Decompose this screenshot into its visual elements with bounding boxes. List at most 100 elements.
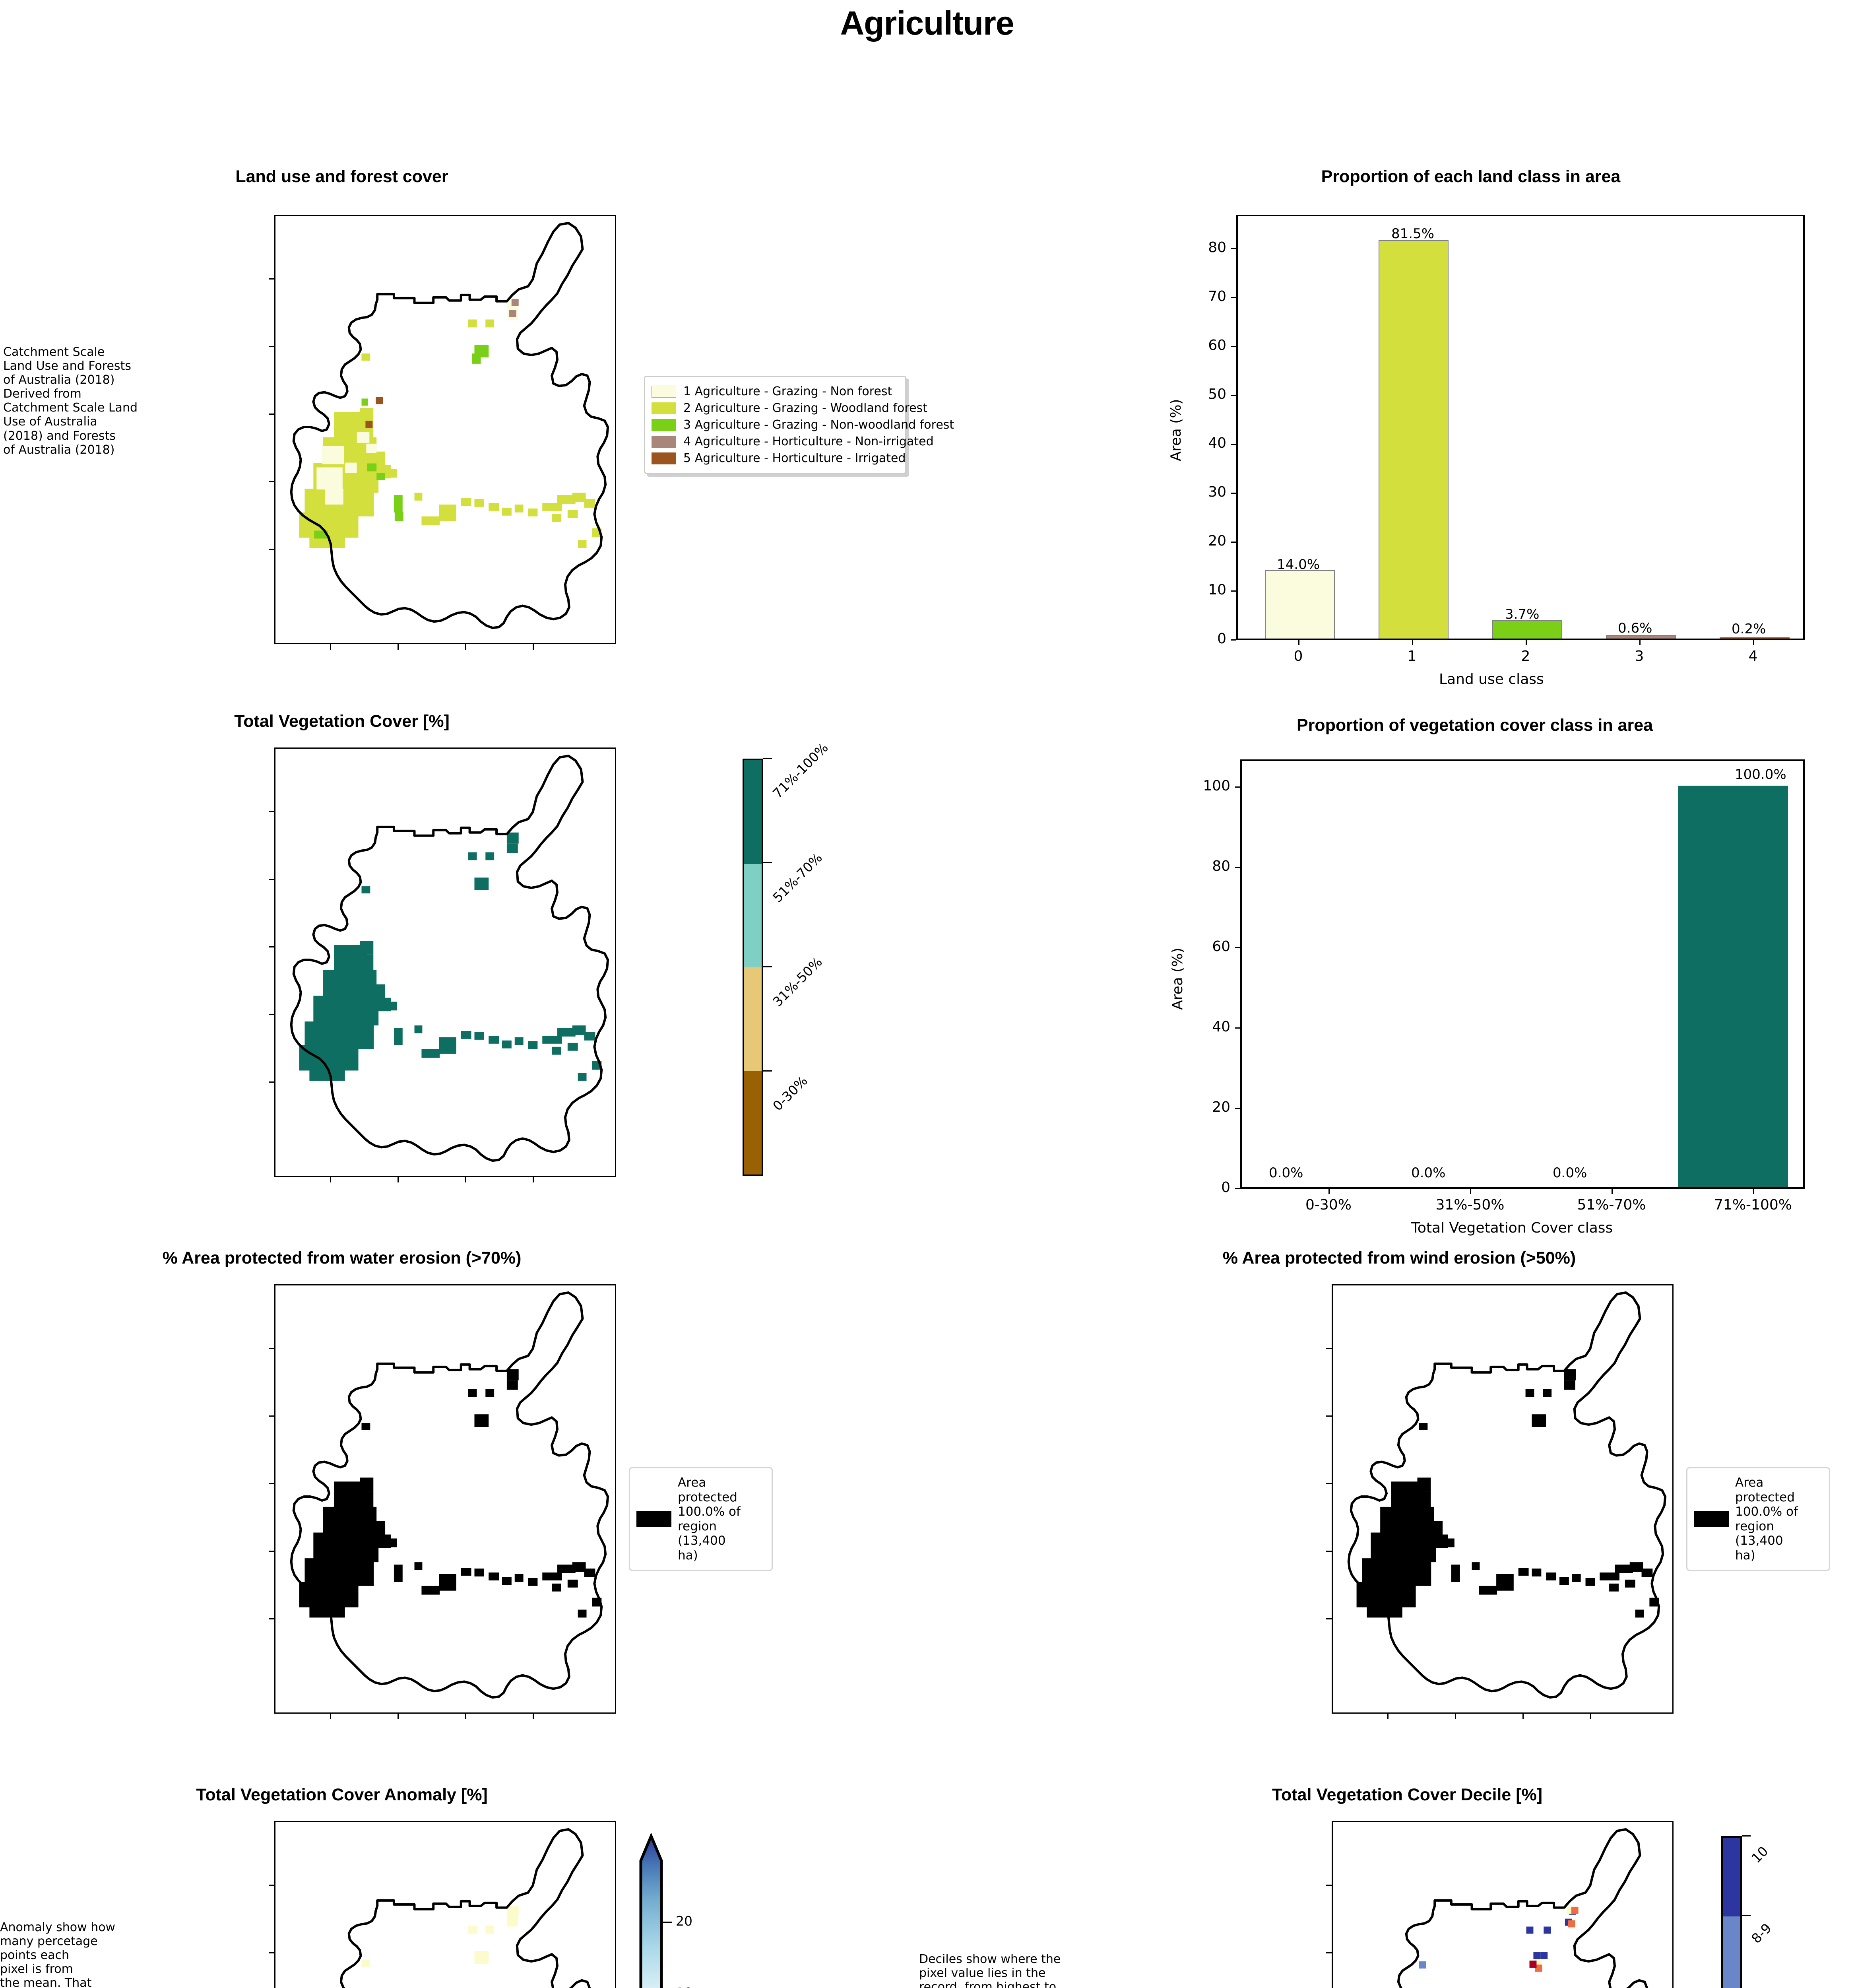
legend-label-3: 3 Agriculture - Grazing - Non-woodland f… bbox=[683, 418, 954, 432]
y-tick-label-10: 10 bbox=[1208, 582, 1226, 598]
y-tick bbox=[1231, 590, 1236, 592]
bar-2[interactable] bbox=[1492, 620, 1562, 639]
map-tick bbox=[533, 1714, 534, 1719]
x-tick bbox=[1470, 1189, 1471, 1194]
bar-value-31-50: 0.0% bbox=[1411, 1165, 1446, 1181]
map-tick bbox=[1590, 1714, 1591, 1719]
y-tick bbox=[1231, 493, 1236, 494]
x-tick-label-1: 1 bbox=[1407, 648, 1417, 664]
wind-erosion-map-canvas bbox=[1333, 1285, 1672, 1712]
map-tick bbox=[398, 644, 399, 650]
anomaly-colorbar bbox=[639, 1833, 663, 1988]
legend-swatch-protected-area bbox=[1694, 1511, 1729, 1527]
y-tick-label-0: 0 bbox=[1217, 631, 1226, 647]
colorbar-label-8-9: 8-9 bbox=[1748, 1920, 1774, 1947]
anomaly-map[interactable] bbox=[274, 1821, 616, 1988]
map-tick bbox=[398, 1177, 399, 1182]
wind-erosion-map-title: % Area protected from wind erosion (>50%… bbox=[1222, 1248, 1576, 1268]
x-tick bbox=[1753, 1189, 1754, 1194]
y-tick bbox=[1231, 542, 1236, 543]
land-use-map[interactable] bbox=[274, 215, 616, 644]
legend-label-2: 2 Agriculture - Grazing - Woodland fores… bbox=[683, 401, 927, 415]
map-tick bbox=[269, 278, 274, 280]
land-use-map-canvas bbox=[275, 216, 615, 643]
plot-area bbox=[1240, 759, 1805, 1189]
water-erosion-map-title: % Area protected from water erosion (>70… bbox=[162, 1248, 522, 1268]
legend-swatch-1 bbox=[652, 385, 676, 398]
map-tick bbox=[533, 1177, 534, 1182]
bar-3[interactable] bbox=[1606, 635, 1676, 639]
colorbar-label-10: 10 bbox=[1748, 1843, 1771, 1866]
colorbar-label-0-30: 0-30% bbox=[770, 1073, 811, 1114]
map-tick bbox=[1326, 1618, 1332, 1619]
y-tick-label-60: 60 bbox=[1208, 337, 1226, 353]
colorbar-label-51-70: 51%-70% bbox=[770, 850, 825, 906]
map-tick bbox=[330, 644, 331, 650]
map-tick bbox=[269, 879, 274, 880]
map-tick bbox=[398, 1714, 399, 1719]
colorbar-label-20: 20 bbox=[676, 1913, 692, 1929]
colorbar-tick bbox=[1742, 1835, 1751, 1837]
legend-item: 2 Agriculture - Grazing - Woodland fores… bbox=[652, 401, 927, 415]
x-tick bbox=[1526, 640, 1527, 645]
anomaly-map-canvas bbox=[275, 1822, 615, 1988]
bar-71-100[interactable] bbox=[1678, 786, 1788, 1187]
x-tick-label-0-30: 0-30% bbox=[1305, 1197, 1352, 1213]
water-erosion-map[interactable] bbox=[274, 1284, 616, 1714]
x-tick-label-0: 0 bbox=[1294, 648, 1303, 664]
map-tick bbox=[269, 1483, 274, 1484]
legend-item: 5 Agriculture - Horticulture - Irrigated bbox=[652, 451, 906, 465]
map-tick bbox=[269, 1081, 274, 1083]
x-tick bbox=[1298, 640, 1299, 645]
decile-colorbar bbox=[1721, 1836, 1742, 1988]
veg-class-bar-chart[interactable]: 0.0% 0.0% 0.0% 100.0% 0 20 40 60 80 100 … bbox=[1169, 759, 1821, 1236]
x-tick-label-2: 2 bbox=[1521, 648, 1530, 664]
wind-erosion-map[interactable] bbox=[1332, 1284, 1674, 1714]
legend-item: 4 Agriculture - Horticulture - Non-irrig… bbox=[652, 435, 934, 448]
bar-value-4: 0.2% bbox=[1732, 621, 1766, 637]
wind-erosion-legend: Area protected 100.0% of region (13,400 … bbox=[1686, 1467, 1830, 1571]
legend-swatch-4 bbox=[652, 435, 676, 448]
map-tick bbox=[330, 1177, 331, 1182]
map-tick bbox=[269, 346, 274, 347]
map-tick bbox=[1522, 1714, 1524, 1719]
colorbar-segment-51-70 bbox=[744, 864, 762, 967]
legend-label-1: 1 Agriculture - Grazing - Non forest bbox=[683, 384, 892, 398]
plot-area bbox=[1236, 215, 1805, 640]
colorbar-segment-71-100 bbox=[744, 760, 762, 864]
decile-map-canvas bbox=[1333, 1822, 1672, 1988]
veg-cover-map[interactable] bbox=[274, 747, 616, 1177]
y-tick bbox=[1235, 867, 1240, 868]
colorbar-label-10: 10 bbox=[676, 1985, 692, 1988]
y-tick bbox=[1235, 947, 1240, 948]
x-tick bbox=[1412, 640, 1413, 645]
legend-swatch-5 bbox=[652, 452, 676, 464]
y-tick-label-60: 60 bbox=[1212, 938, 1230, 955]
bar-value-71-100: 100.0% bbox=[1735, 767, 1786, 782]
legend-item: 1 Agriculture - Grazing - Non forest bbox=[652, 384, 899, 398]
bar-value-51-70: 0.0% bbox=[1553, 1165, 1587, 1181]
x-tick-label-51-70: 51%-70% bbox=[1577, 1197, 1646, 1213]
y-tick-label-80: 80 bbox=[1208, 239, 1226, 256]
map-tick bbox=[269, 1014, 274, 1015]
y-tick bbox=[1231, 346, 1236, 347]
bar-0[interactable] bbox=[1265, 570, 1335, 639]
land-class-bar-chart[interactable]: 14.0% 81.5% 3.7% 0.6% 0.2% 0 10 20 30 40… bbox=[1168, 215, 1821, 687]
bar-value-3: 0.6% bbox=[1618, 620, 1652, 636]
map-tick bbox=[1326, 1952, 1332, 1953]
y-tick bbox=[1235, 1108, 1240, 1109]
page-title: Agriculture bbox=[840, 4, 1014, 42]
x-tick-label-3: 3 bbox=[1635, 648, 1644, 664]
colorbar-tick bbox=[663, 1922, 672, 1923]
bar-value-1: 81.5% bbox=[1391, 226, 1435, 242]
map-tick bbox=[269, 946, 274, 947]
map-tick bbox=[269, 1551, 274, 1552]
y-tick bbox=[1231, 444, 1236, 445]
y-tick bbox=[1231, 248, 1236, 249]
x-tick bbox=[1753, 640, 1754, 645]
y-tick bbox=[1235, 1188, 1240, 1189]
bar-1[interactable] bbox=[1379, 240, 1449, 639]
decile-map[interactable] bbox=[1332, 1821, 1674, 1988]
bar-4[interactable] bbox=[1720, 637, 1790, 639]
map-tick bbox=[1326, 1415, 1332, 1417]
